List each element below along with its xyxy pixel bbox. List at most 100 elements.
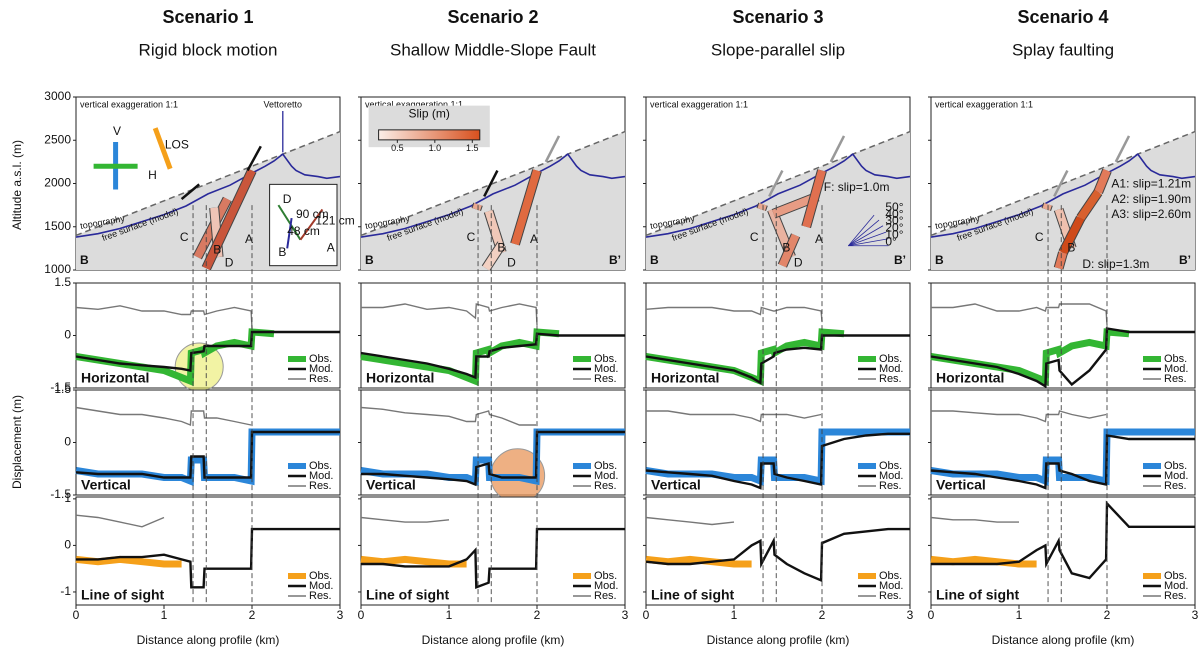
x-tick-label: 3	[622, 608, 629, 622]
x-tick-label: 1	[1016, 608, 1023, 622]
fault-segment	[202, 168, 256, 270]
fault-segment	[1054, 251, 1067, 270]
legend-label: Obs.	[1164, 570, 1187, 582]
fault-segment	[802, 169, 826, 228]
ground-area	[361, 131, 625, 270]
model-line	[645, 527, 910, 583]
colorbar-tick-label: 1.5	[466, 143, 479, 153]
y-tick-label: 1	[64, 491, 71, 505]
profile-annotation: B	[278, 245, 286, 259]
colorbar-tick-label: 0.5	[391, 143, 404, 153]
profile-annotation: 90 cm	[296, 207, 329, 221]
legend-label: Res.	[1164, 373, 1187, 385]
x-axis-label: Distance along profile (km)	[992, 633, 1135, 647]
legend-label: Obs.	[594, 570, 617, 582]
row-name: Horizontal	[651, 370, 719, 386]
profile-annotation: 40°	[885, 207, 903, 221]
y-tick-label: 2000	[44, 176, 71, 190]
model-line	[361, 527, 625, 590]
residual-line	[360, 516, 450, 523]
legend-label: Res.	[309, 590, 332, 602]
slip-arrow	[768, 169, 784, 198]
inset-arrow	[299, 208, 324, 241]
fault-segment	[1094, 169, 1111, 194]
legend-label: Obs.	[309, 353, 332, 365]
slip-arrow	[829, 135, 846, 163]
inset-arrow	[286, 217, 293, 249]
slip-arrow	[180, 183, 201, 201]
topography-line	[360, 152, 626, 238]
model-line	[76, 527, 340, 589]
x-tick-label: 1	[161, 608, 168, 622]
legend-label: Res.	[594, 373, 617, 385]
profile-annotation: D: slip=1.3m	[1082, 257, 1149, 271]
model-line	[645, 432, 910, 490]
y-tick-label: 1.5	[54, 382, 71, 396]
legend-label: Mod.	[309, 580, 333, 592]
model-line	[930, 327, 1195, 389]
x-tick-label: 2	[534, 608, 541, 622]
x-tick-label: 2	[249, 608, 256, 622]
profile-start: B	[650, 253, 659, 267]
residual-line	[75, 406, 252, 427]
legend-label: Res.	[309, 373, 332, 385]
profile-annotation: A	[815, 232, 823, 246]
legend-label: Mod.	[594, 470, 618, 482]
profile-annotation: A3: slip=2.60m	[1111, 207, 1191, 221]
fault-segment	[511, 169, 541, 246]
slip-arrow	[1114, 135, 1131, 163]
profile-start: B	[935, 253, 944, 267]
profile-annotation: 30°	[885, 214, 903, 228]
row-name: Vertical	[651, 477, 701, 493]
scenario-title: Scenario 1	[162, 7, 253, 27]
slip-arrow	[246, 145, 262, 172]
observed-line	[75, 555, 182, 568]
inset-box	[269, 183, 338, 267]
dip-fan-line	[848, 238, 888, 247]
x-tick-label: 0	[643, 608, 650, 622]
topography-line	[75, 152, 341, 238]
model-line	[645, 334, 910, 385]
profile-annotation: C	[180, 230, 189, 244]
free-surface-line	[645, 130, 911, 237]
row-name: Line of sight	[81, 587, 165, 603]
profile-annotation: B	[497, 241, 505, 255]
y-axis-label: Displacement (m)	[10, 395, 24, 489]
model-line	[75, 330, 340, 372]
legend-label: Res.	[1164, 590, 1187, 602]
model-line	[361, 430, 625, 487]
legend-label: Mod.	[879, 580, 903, 592]
profile-annotation: C	[750, 230, 759, 244]
row-name: Line of sight	[651, 587, 735, 603]
scenario-title: Scenario 2	[447, 7, 538, 27]
legend-label: Obs.	[1164, 460, 1187, 472]
profile-annotation: A1: slip=1.21m	[1111, 177, 1191, 191]
residual-line	[645, 306, 823, 322]
panel-frame	[930, 282, 1196, 389]
dip-fan-line	[848, 231, 887, 247]
scenario-title: Scenario 3	[732, 7, 823, 27]
exaggeration-note: vertical exaggeration 1:1	[365, 99, 463, 109]
profile-annotation: A	[327, 241, 335, 255]
legend-label: Mod.	[1164, 363, 1188, 375]
model-line	[930, 434, 1195, 490]
profile-annotation: A	[530, 232, 538, 246]
y-tick-label: 1000	[44, 262, 71, 276]
exaggeration-note: vertical exaggeration 1:1	[80, 99, 178, 109]
legend-label: Obs.	[879, 353, 902, 365]
fault-segment	[482, 241, 506, 271]
y-axis-label: Altitude a.s.l. (m)	[10, 140, 24, 230]
profile-annotation: 121 cm	[315, 214, 354, 228]
y-tick-label: 1.5	[54, 275, 71, 289]
inset-arrow	[277, 204, 302, 241]
profile-annotation: B	[782, 241, 790, 255]
row-name: Vertical	[936, 477, 986, 493]
legend-label: Mod.	[309, 470, 333, 482]
scenario-subtitle: Rigid block motion	[139, 40, 278, 59]
y-tick-label: 1500	[44, 219, 71, 233]
exaggeration-note: vertical exaggeration 1:1	[935, 99, 1033, 109]
profile-end: B’	[1179, 253, 1191, 267]
profile-annotation: C	[1035, 230, 1044, 244]
legend-label: Res.	[879, 373, 902, 385]
